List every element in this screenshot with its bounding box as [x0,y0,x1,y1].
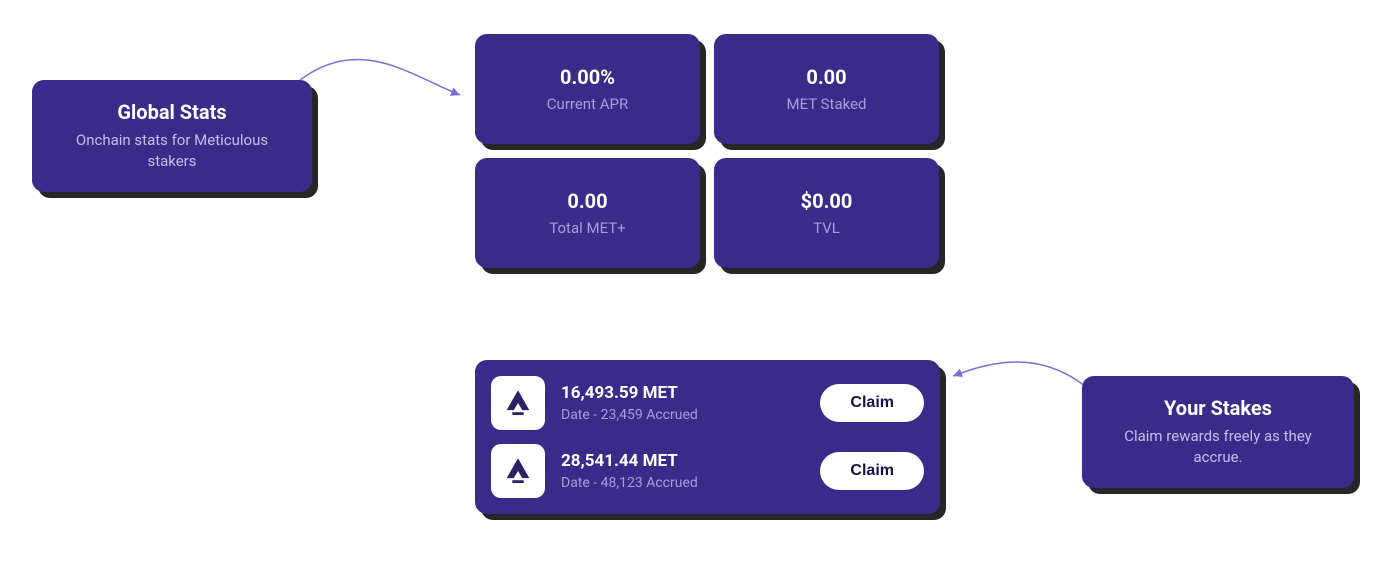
connector-arrow-right-icon [945,340,1105,410]
stat-label: Total MET+ [549,219,625,237]
stat-card-met-staked: 0.00 MET Staked [714,34,939,144]
stake-info: 16,493.59 MET Date - 23,459 Accrued [561,383,804,423]
stat-card-total-met-plus: 0.00 Total MET+ [475,158,700,268]
stat-value: 0.00 [567,189,607,213]
stat-grid: 0.00% Current APR 0.00 MET Staked 0.00 T… [475,34,939,268]
stat-label: TVL [813,219,840,237]
stakes-list: 16,493.59 MET Date - 23,459 Accrued Clai… [475,360,940,514]
stat-card-apr: 0.00% Current APR [475,34,700,144]
claim-button[interactable]: Claim [820,452,924,490]
global-stats-callout: Global Stats Onchain stats for Meticulou… [32,80,312,192]
stat-label: MET Staked [787,95,867,113]
stake-row: 16,493.59 MET Date - 23,459 Accrued Clai… [491,376,924,430]
global-stats-subtitle: Onchain stats for Meticulous stakers [60,130,284,172]
token-logo-icon [491,444,545,498]
your-stakes-title: Your Stakes [1110,396,1326,420]
stake-info: 28,541.44 MET Date - 48,123 Accrued [561,451,804,491]
your-stakes-subtitle: Claim rewards freely as they accrue. [1110,426,1326,468]
claim-button[interactable]: Claim [820,384,924,422]
stake-sub: Date - 23,459 Accrued [561,407,804,423]
token-logo-icon [491,376,545,430]
stake-amount: 16,493.59 MET [561,383,804,403]
global-stats-title: Global Stats [60,100,284,124]
connector-arrow-left-icon [290,40,470,120]
stat-label: Current APR [547,95,628,113]
stake-amount: 28,541.44 MET [561,451,804,471]
stat-card-tvl: $0.00 TVL [714,158,939,268]
stat-value: $0.00 [801,189,853,213]
stat-value: 0.00 [806,65,846,89]
stake-row: 28,541.44 MET Date - 48,123 Accrued Clai… [491,444,924,498]
stake-sub: Date - 48,123 Accrued [561,475,804,491]
stat-value: 0.00% [560,65,615,89]
your-stakes-callout: Your Stakes Claim rewards freely as they… [1082,376,1354,488]
